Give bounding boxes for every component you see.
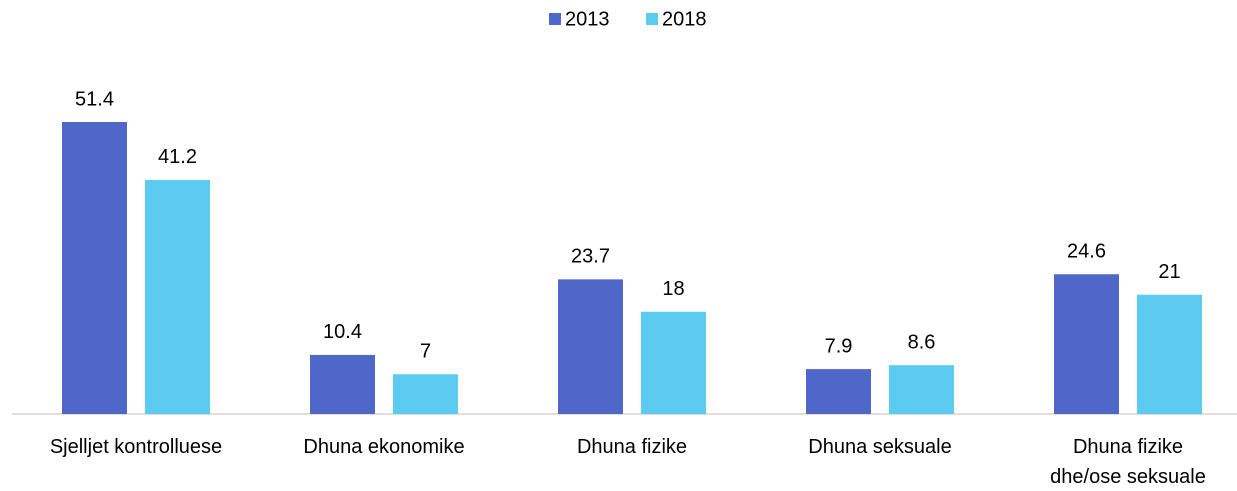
legend-swatch (646, 13, 658, 25)
bar (1054, 274, 1119, 414)
data-label: 41.2 (158, 146, 197, 168)
data-label: 23.7 (571, 246, 610, 268)
x-tick-label: Dhuna fizike dhe/ose seksuale (1050, 436, 1206, 488)
bar (889, 365, 954, 414)
bar (393, 374, 458, 414)
bar (806, 369, 871, 414)
bar (1137, 294, 1202, 414)
legend-label: 2018 (662, 8, 707, 30)
bar (145, 179, 210, 414)
data-label: 7.9 (825, 335, 853, 357)
x-tick-label: Dhuna fizike (576, 436, 688, 458)
legend-label: 2013 (565, 8, 610, 30)
bar (641, 311, 706, 414)
data-label: 21 (1158, 261, 1180, 283)
data-label: 8.6 (908, 331, 936, 353)
x-tick-label: Dhuna seksuale (808, 436, 952, 458)
data-label: 18 (662, 278, 684, 300)
data-label: 24.6 (1067, 241, 1106, 263)
bar (558, 279, 623, 414)
legend-swatch (549, 13, 561, 25)
x-tick-label: Dhuna ekonomike (303, 436, 465, 458)
bar (310, 354, 375, 414)
data-label: 10.4 (323, 321, 362, 343)
data-label: 51.4 (75, 88, 114, 110)
x-tick-label: Sjelljet kontrolluese (49, 436, 223, 458)
bar (62, 122, 127, 414)
data-label: 7 (420, 341, 431, 363)
